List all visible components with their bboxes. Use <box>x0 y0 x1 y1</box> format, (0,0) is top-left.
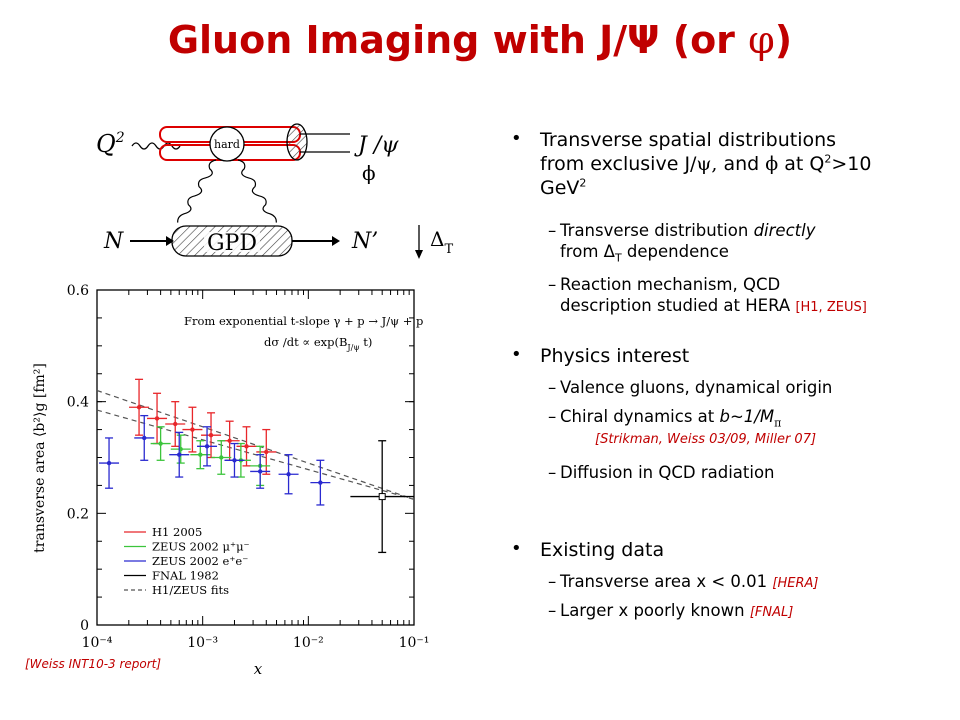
data-point <box>208 432 214 438</box>
x-axis-label: x <box>254 660 263 678</box>
y-tick-label: 0 <box>80 618 89 634</box>
delta-t-label: ΔT <box>430 227 453 257</box>
sub-bullet-7: – Larger x poorly known [FNAL] <box>548 601 794 620</box>
y-tick-label: 0.6 <box>67 283 89 299</box>
data-point <box>378 493 386 501</box>
data-point <box>219 455 224 460</box>
data-point <box>232 458 237 463</box>
jpsi-label: J /ψ <box>354 133 399 158</box>
bullet-1: • Transverse spatial distributions from … <box>511 128 872 199</box>
page-title: Gluon Imaging with J/Ψ (or φ) <box>167 18 793 62</box>
data-point <box>227 438 232 443</box>
data-point <box>318 480 323 485</box>
bullet-3: • Existing data <box>511 538 665 561</box>
legend-label: H1 2005 <box>152 525 202 539</box>
legend-label: H1/ZEUS fits <box>152 583 229 597</box>
chart-annotation-1: From exponential t-slope γ + p → J/ψ + p <box>184 314 423 328</box>
data-point <box>154 416 160 421</box>
data-point <box>244 444 249 449</box>
data-point <box>106 460 112 466</box>
data-point <box>136 405 142 410</box>
bullet-2: • Physics interest <box>511 344 690 367</box>
x-tick-label: 10⁻³ <box>187 635 218 651</box>
diagram-q2-label: Q2 <box>96 130 125 158</box>
data-point <box>264 449 269 455</box>
y-axis-label: transverse area ⟨b²⟩g [fm²] <box>32 363 48 553</box>
legend-label: ZEUS 2002 e⁺e⁻ <box>152 554 248 568</box>
sub-bullet-1: – Transverse distribution directly from Δ… <box>548 221 816 265</box>
hard-label: hard <box>214 138 240 151</box>
data-point <box>204 444 210 449</box>
fit-line <box>96 409 415 500</box>
data-point <box>190 427 195 432</box>
data-point <box>257 469 263 474</box>
data-point <box>286 472 291 477</box>
legend-label: FNAL 1982 <box>152 569 219 583</box>
nucleon-out-label: N’ <box>351 229 378 254</box>
data-point <box>173 421 178 427</box>
data-point <box>158 441 163 446</box>
gluon-left <box>177 159 217 223</box>
data-point <box>198 452 203 457</box>
meson-blob <box>286 123 308 161</box>
data-point <box>142 435 147 441</box>
x-tick-label: 10⁻⁴ <box>82 635 113 651</box>
feynman-diagram: Q2 hard J /ψ ϕ N GPD N’ ΔT <box>96 123 453 259</box>
hard-vertex <box>209 126 245 162</box>
y-tick-label: 0.4 <box>67 395 89 411</box>
figure-credit: [Weiss INT10-3 report] <box>25 657 162 671</box>
sub-bullet-5: – Diffusion in QCD radiation <box>548 463 775 482</box>
sub-bullet-3: – Valence gluons, dynamical origin <box>548 378 833 397</box>
legend-label: ZEUS 2002 μ⁺μ⁻ <box>152 540 250 554</box>
gluon-right <box>237 159 277 223</box>
fit-line <box>96 389 415 500</box>
chart: 0 0.2 0.4 0.6 10⁻⁴ 10⁻³ 10⁻² 10⁻¹ x transverse ar… <box>32 283 429 678</box>
sub-bullet-2: – Reaction mechanism, QCD description stu… <box>548 275 867 315</box>
phi-label: ϕ <box>362 161 376 185</box>
nucleon-in-label: N <box>103 229 124 254</box>
sub-bullet-4: – Chiral dynamics at b~1/Mπ <box>548 407 782 430</box>
chart-annotation-2: dσ /dt ∝ exp(BJ/ψ t) <box>264 335 372 352</box>
x-tick-label: 10⁻² <box>293 635 324 651</box>
data-point <box>177 452 182 457</box>
y-tick-label: 0.2 <box>67 506 89 522</box>
x-tick-label: 10⁻¹ <box>399 635 430 651</box>
sub-bullet-6: – Transverse area x < 0.01 [HERA] <box>548 572 819 591</box>
gpd-label: GPD <box>207 231 257 256</box>
reference-strikman: [Strikman, Weiss 03/09, Miller 07] <box>595 432 817 447</box>
